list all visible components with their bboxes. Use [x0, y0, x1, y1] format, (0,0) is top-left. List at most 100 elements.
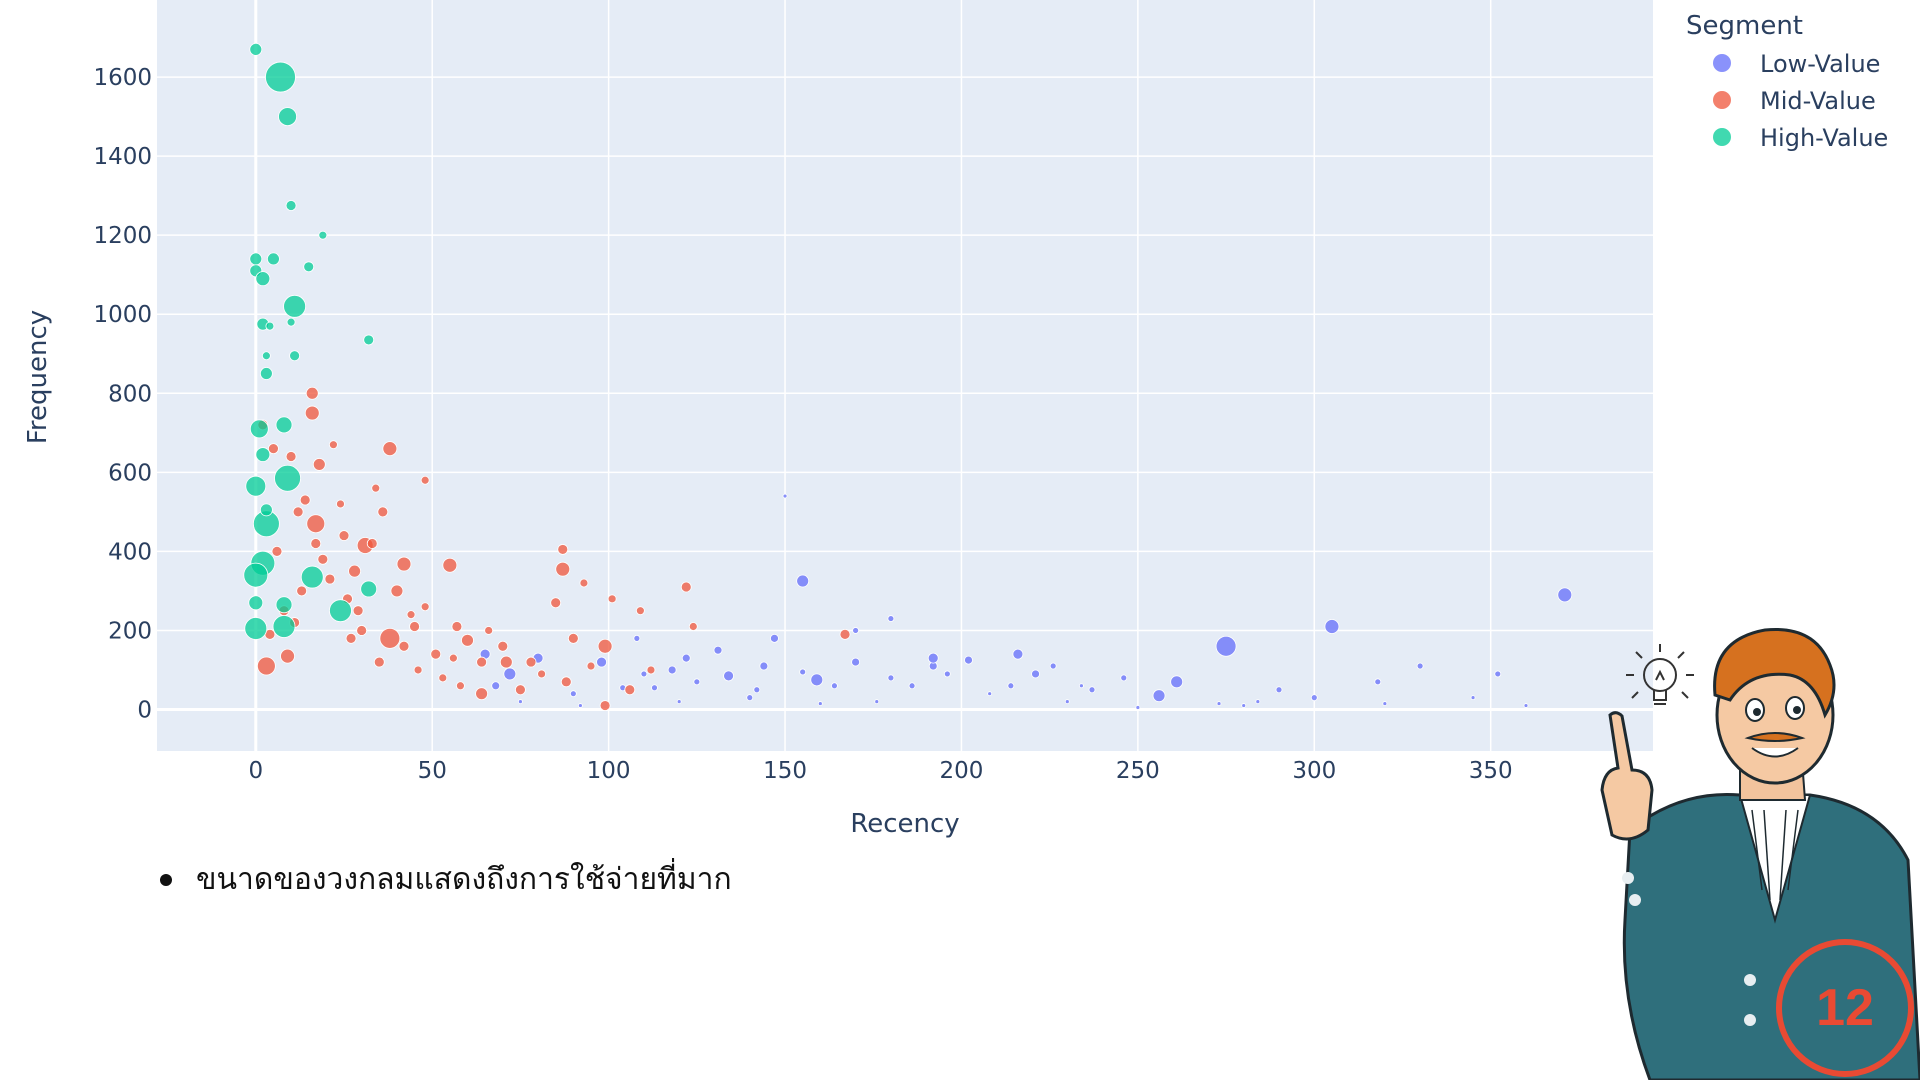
y-tick-label: 1200 [93, 223, 152, 249]
data-point [329, 440, 338, 450]
data-point [1170, 675, 1184, 689]
data-point [1470, 695, 1476, 701]
data-point [1216, 701, 1222, 706]
data-point [681, 653, 691, 663]
data-point [1382, 701, 1388, 706]
y-tick-label: 1400 [93, 144, 152, 170]
page-number: 12 [1816, 979, 1874, 1037]
data-point [448, 653, 458, 663]
data-point [255, 447, 271, 462]
data-point [318, 230, 328, 240]
data-point [268, 443, 279, 455]
x-tick-label: 350 [1469, 758, 1513, 784]
data-point [430, 648, 442, 660]
data-point [310, 538, 322, 549]
data-point [285, 451, 297, 462]
plot-area [157, 0, 1653, 751]
data-point [537, 669, 546, 679]
data-point [248, 595, 264, 611]
data-point [306, 514, 326, 534]
data-point [1557, 587, 1573, 603]
data-point [497, 640, 509, 652]
y-tick-label: 0 [137, 697, 152, 723]
data-point [713, 645, 723, 655]
data-point [420, 475, 430, 485]
data-point [303, 261, 315, 273]
data-point [597, 638, 613, 654]
data-point [244, 617, 268, 640]
data-point [259, 503, 273, 517]
hair [1713, 627, 1836, 719]
data-point [1049, 662, 1057, 670]
data-point [345, 632, 357, 644]
data-point [255, 271, 271, 287]
lightbulb-icon [1626, 644, 1694, 705]
data-point [286, 317, 296, 327]
data-point [451, 621, 463, 632]
data-point [1012, 648, 1024, 660]
data-point [390, 584, 404, 598]
data-point [1079, 683, 1084, 689]
data-point [438, 673, 448, 683]
markers [243, 43, 1573, 711]
data-point [442, 557, 458, 573]
data-point [243, 562, 269, 588]
data-point [296, 585, 308, 597]
series-low-value [479, 493, 1573, 710]
data-point [1152, 689, 1166, 703]
data-point [249, 252, 263, 266]
data-point [640, 670, 648, 678]
data-point [256, 656, 276, 676]
data-point [1374, 678, 1382, 686]
data-point [1088, 686, 1096, 694]
data-point [693, 678, 701, 686]
y-tick-label: 1600 [93, 65, 152, 91]
data-point [1135, 705, 1141, 710]
data-point [579, 578, 589, 588]
x-tick-label: 200 [939, 758, 983, 784]
data-point [555, 561, 571, 577]
data-point [261, 351, 271, 361]
data-point [285, 200, 297, 211]
data-point [1255, 699, 1261, 704]
data-point [271, 545, 283, 557]
data-point [317, 553, 329, 565]
x-tick-label: 250 [1116, 758, 1160, 784]
data-point [987, 691, 993, 697]
data-point [289, 350, 301, 362]
data-point [651, 684, 658, 692]
data-point [1324, 619, 1340, 634]
data-point [1064, 699, 1070, 704]
data-point [338, 530, 350, 541]
data-point [274, 464, 301, 492]
data-point [371, 483, 381, 493]
data-point [456, 681, 465, 691]
y-tick-label: 400 [108, 539, 152, 565]
hand [1600, 711, 1654, 841]
legend-marker [1713, 128, 1731, 146]
x-tick-label: 150 [763, 758, 807, 784]
y-tick-labels: 0 200 400 600 800 1000 1200 1400 1600 [93, 65, 152, 723]
data-point [352, 605, 364, 617]
data-point [1215, 635, 1237, 657]
data-point [1523, 703, 1529, 708]
data-point [484, 626, 494, 635]
data-point [245, 475, 267, 497]
data-point [810, 673, 824, 687]
mascot-illustration: 12 [1600, 627, 1920, 1080]
data-point [396, 556, 412, 572]
legend-title: Segment [1686, 11, 1803, 41]
data-point [943, 670, 951, 678]
data-point [667, 665, 677, 675]
data-point [770, 633, 779, 643]
data-point [475, 687, 489, 701]
data-point [633, 634, 641, 642]
data-point [1031, 669, 1040, 679]
data-point [299, 494, 311, 506]
data-point [607, 594, 617, 604]
data-point [851, 657, 861, 667]
legend-marker [1713, 91, 1731, 109]
data-point [409, 621, 420, 632]
legend-label: Mid-Value [1760, 87, 1876, 115]
